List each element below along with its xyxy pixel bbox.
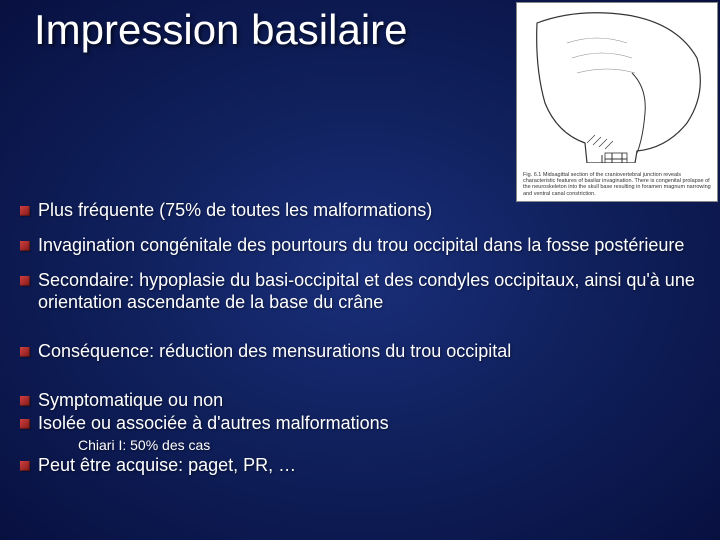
list-item: Symptomatique ou non	[20, 390, 700, 411]
list-item: Plus fréquente (75% de toutes les malfor…	[20, 200, 700, 221]
list-item: Peut être acquise: paget, PR, …	[20, 455, 700, 476]
sub-bullet: Chiari I: 50% des cas	[20, 437, 700, 453]
bullet-list: Plus fréquente (75% de toutes les malfor…	[20, 200, 700, 435]
list-item: Secondaire: hypoplasie du basi-occipital…	[20, 270, 700, 312]
list-item: Isolée ou associée à d'autres malformati…	[20, 413, 700, 434]
slide-title: Impression basilaire	[34, 6, 408, 54]
figure-caption: Fig. 6.1 Midsagittal section of the cran…	[523, 172, 711, 197]
list-item: Invagination congénitale des pourtours d…	[20, 235, 700, 256]
list-item: Conséquence: réduction des mensurations …	[20, 341, 700, 362]
sagittal-diagram-icon	[517, 3, 717, 163]
bullet-list-2: Peut être acquise: paget, PR, …	[20, 455, 700, 476]
anatomy-figure: Fig. 6.1 Midsagittal section of the cran…	[516, 2, 718, 202]
slide-body: Plus fréquente (75% de toutes les malfor…	[20, 200, 700, 478]
